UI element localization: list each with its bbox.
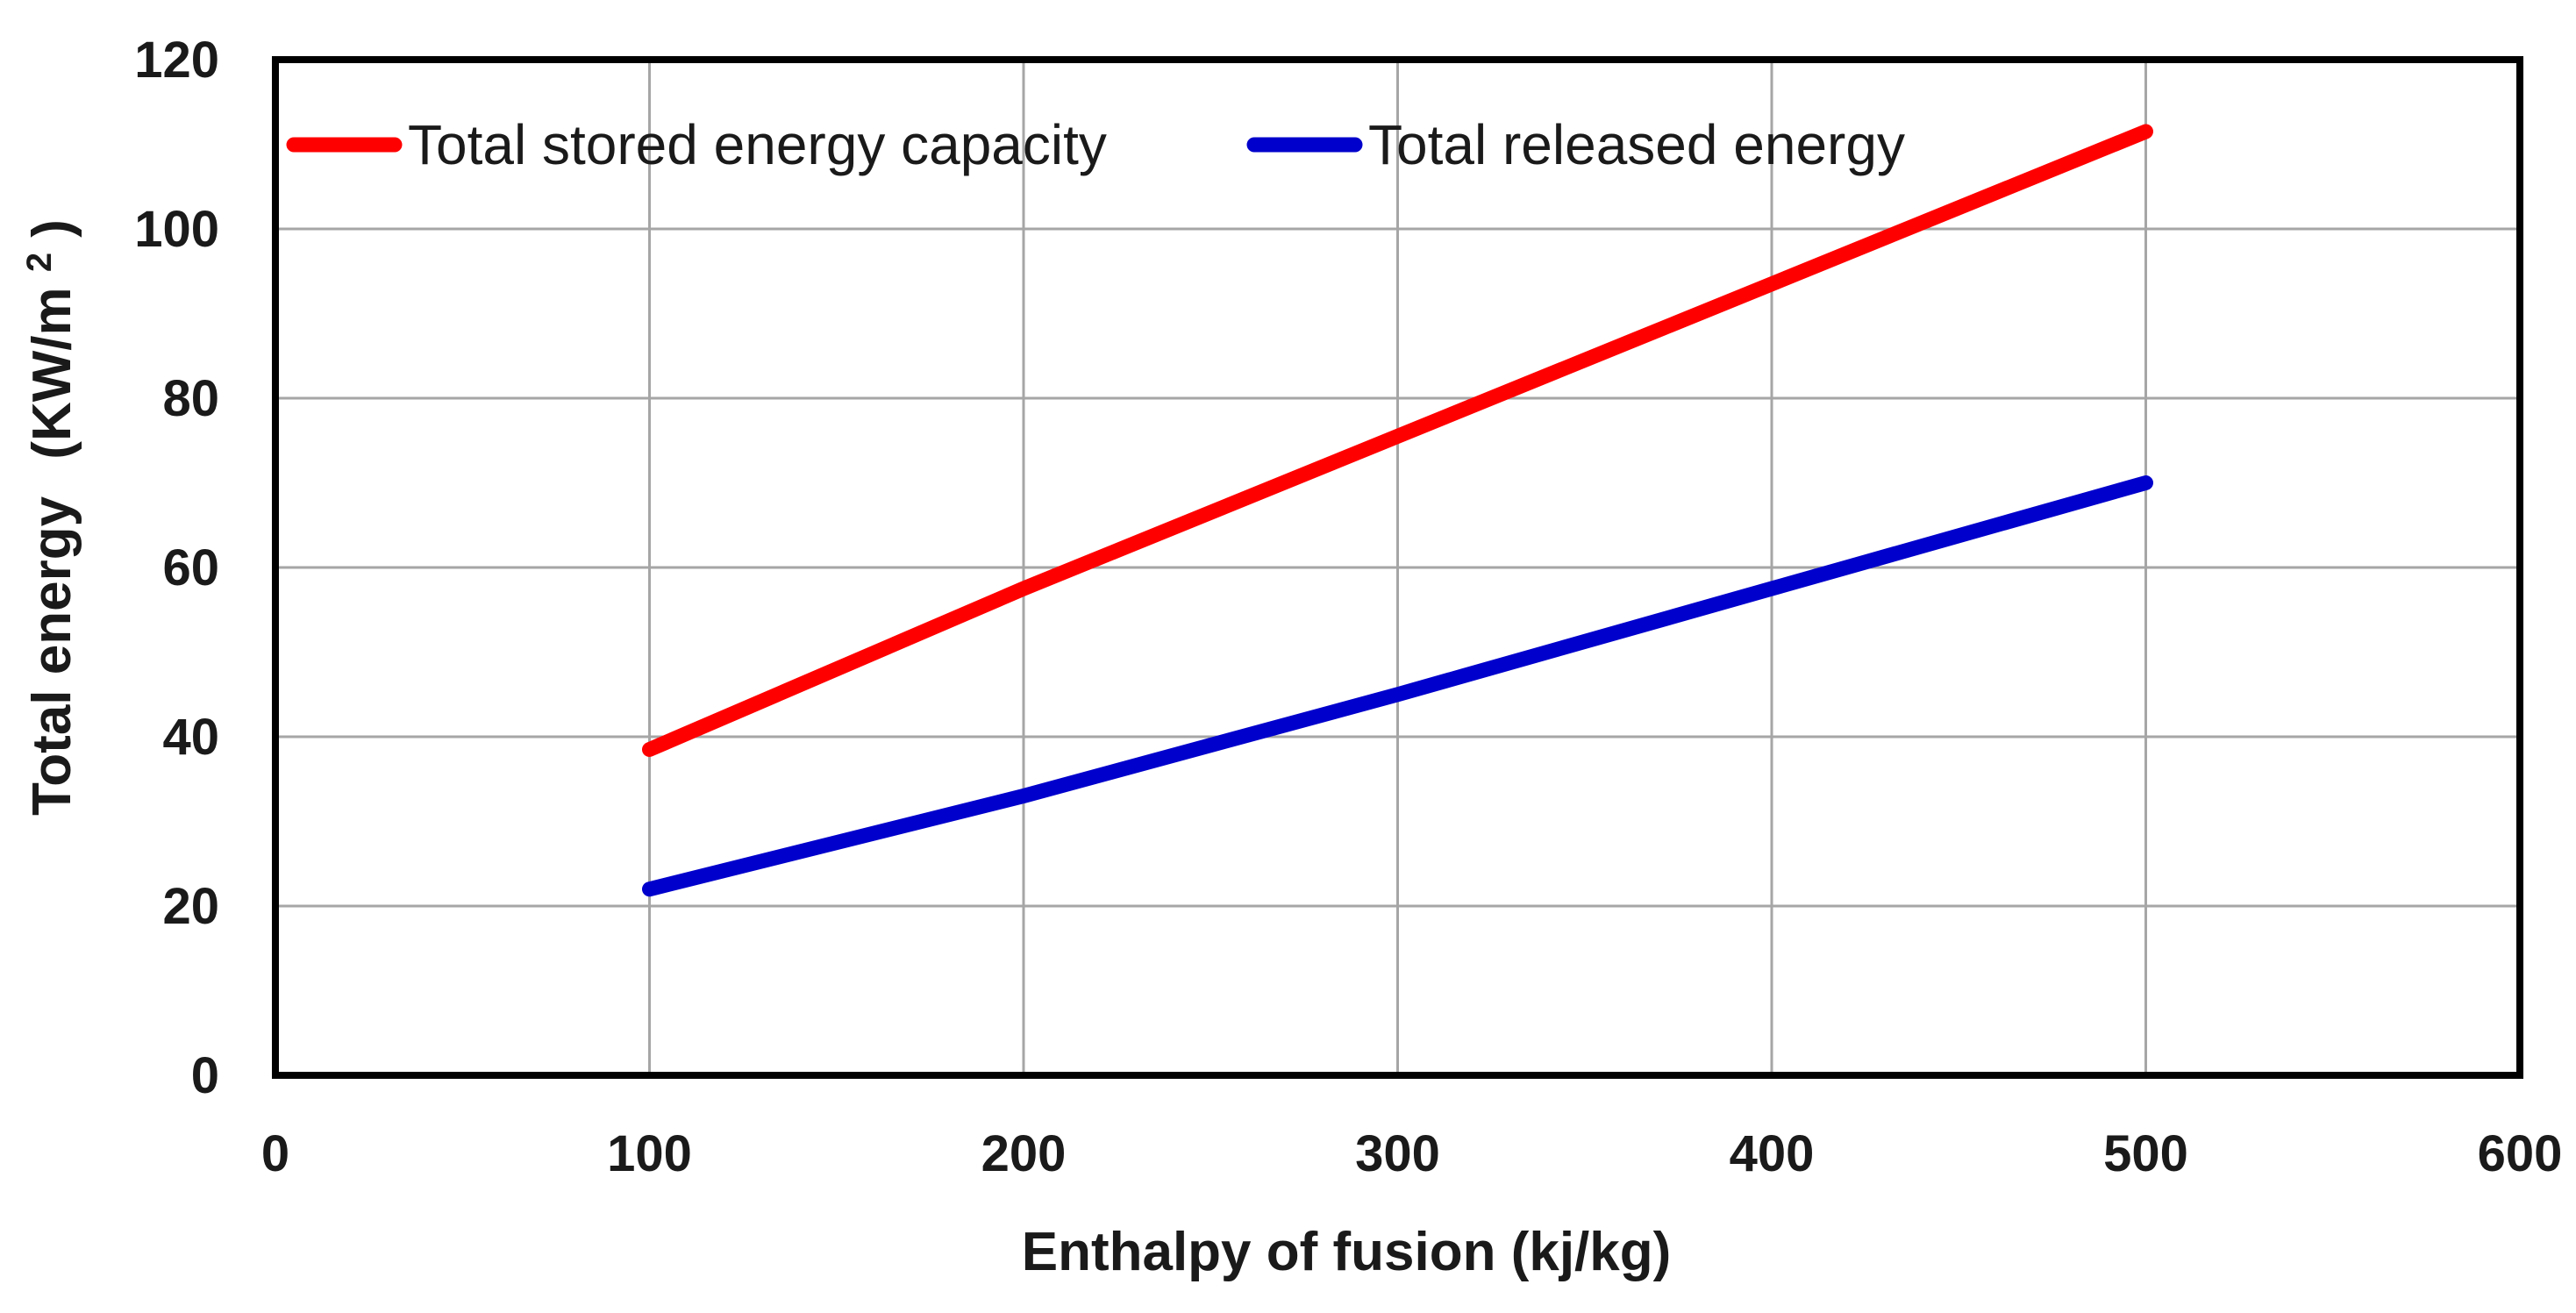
y-tick-label: 60 xyxy=(162,539,219,596)
legend-label-2: Total released energy xyxy=(1368,113,1905,176)
y-axis-title-unit: (KW/m xyxy=(22,287,82,459)
series-line-2 xyxy=(642,475,2153,897)
gridlines xyxy=(275,60,2520,1075)
legend-label-1: Total stored energy capacity xyxy=(408,113,1107,176)
y-tick-label: 80 xyxy=(162,370,219,427)
x-tick-label: 300 xyxy=(1355,1125,1440,1182)
legend: Total stored energy capacity Total releas… xyxy=(286,113,1905,176)
x-tick-label: 500 xyxy=(2103,1125,2188,1182)
y-axis-title-main: Total energy xyxy=(22,496,82,816)
plot-frame xyxy=(272,56,2523,1079)
x-tick-label: 100 xyxy=(607,1125,692,1182)
y-axis-title-unit-close: ) xyxy=(22,219,82,238)
y-axis-title-unit-superscript: 2 xyxy=(20,253,59,272)
y-tick-label: 0 xyxy=(191,1047,219,1104)
series-layer xyxy=(642,124,2153,897)
x-axis-title: Enthalpy of fusion (kj/kg) xyxy=(1022,1222,1672,1282)
x-tick-label: 200 xyxy=(981,1125,1067,1182)
y-axis-ticks: 0 20 40 60 80 100 120 xyxy=(134,32,219,1104)
y-tick-label: 40 xyxy=(162,709,219,766)
series-line-1 xyxy=(642,124,2153,757)
y-tick-label: 20 xyxy=(162,878,219,935)
x-tick-label: 400 xyxy=(1730,1125,1815,1182)
x-tick-label: 600 xyxy=(2478,1125,2563,1182)
x-tick-label: 0 xyxy=(261,1125,289,1182)
y-axis-title: Total energy (KW/m 2 ) xyxy=(3,219,82,816)
y-tick-label: 120 xyxy=(134,32,219,89)
x-axis-ticks: 0 100 200 300 400 500 600 xyxy=(261,1125,2563,1182)
y-tick-label: 100 xyxy=(134,201,219,258)
